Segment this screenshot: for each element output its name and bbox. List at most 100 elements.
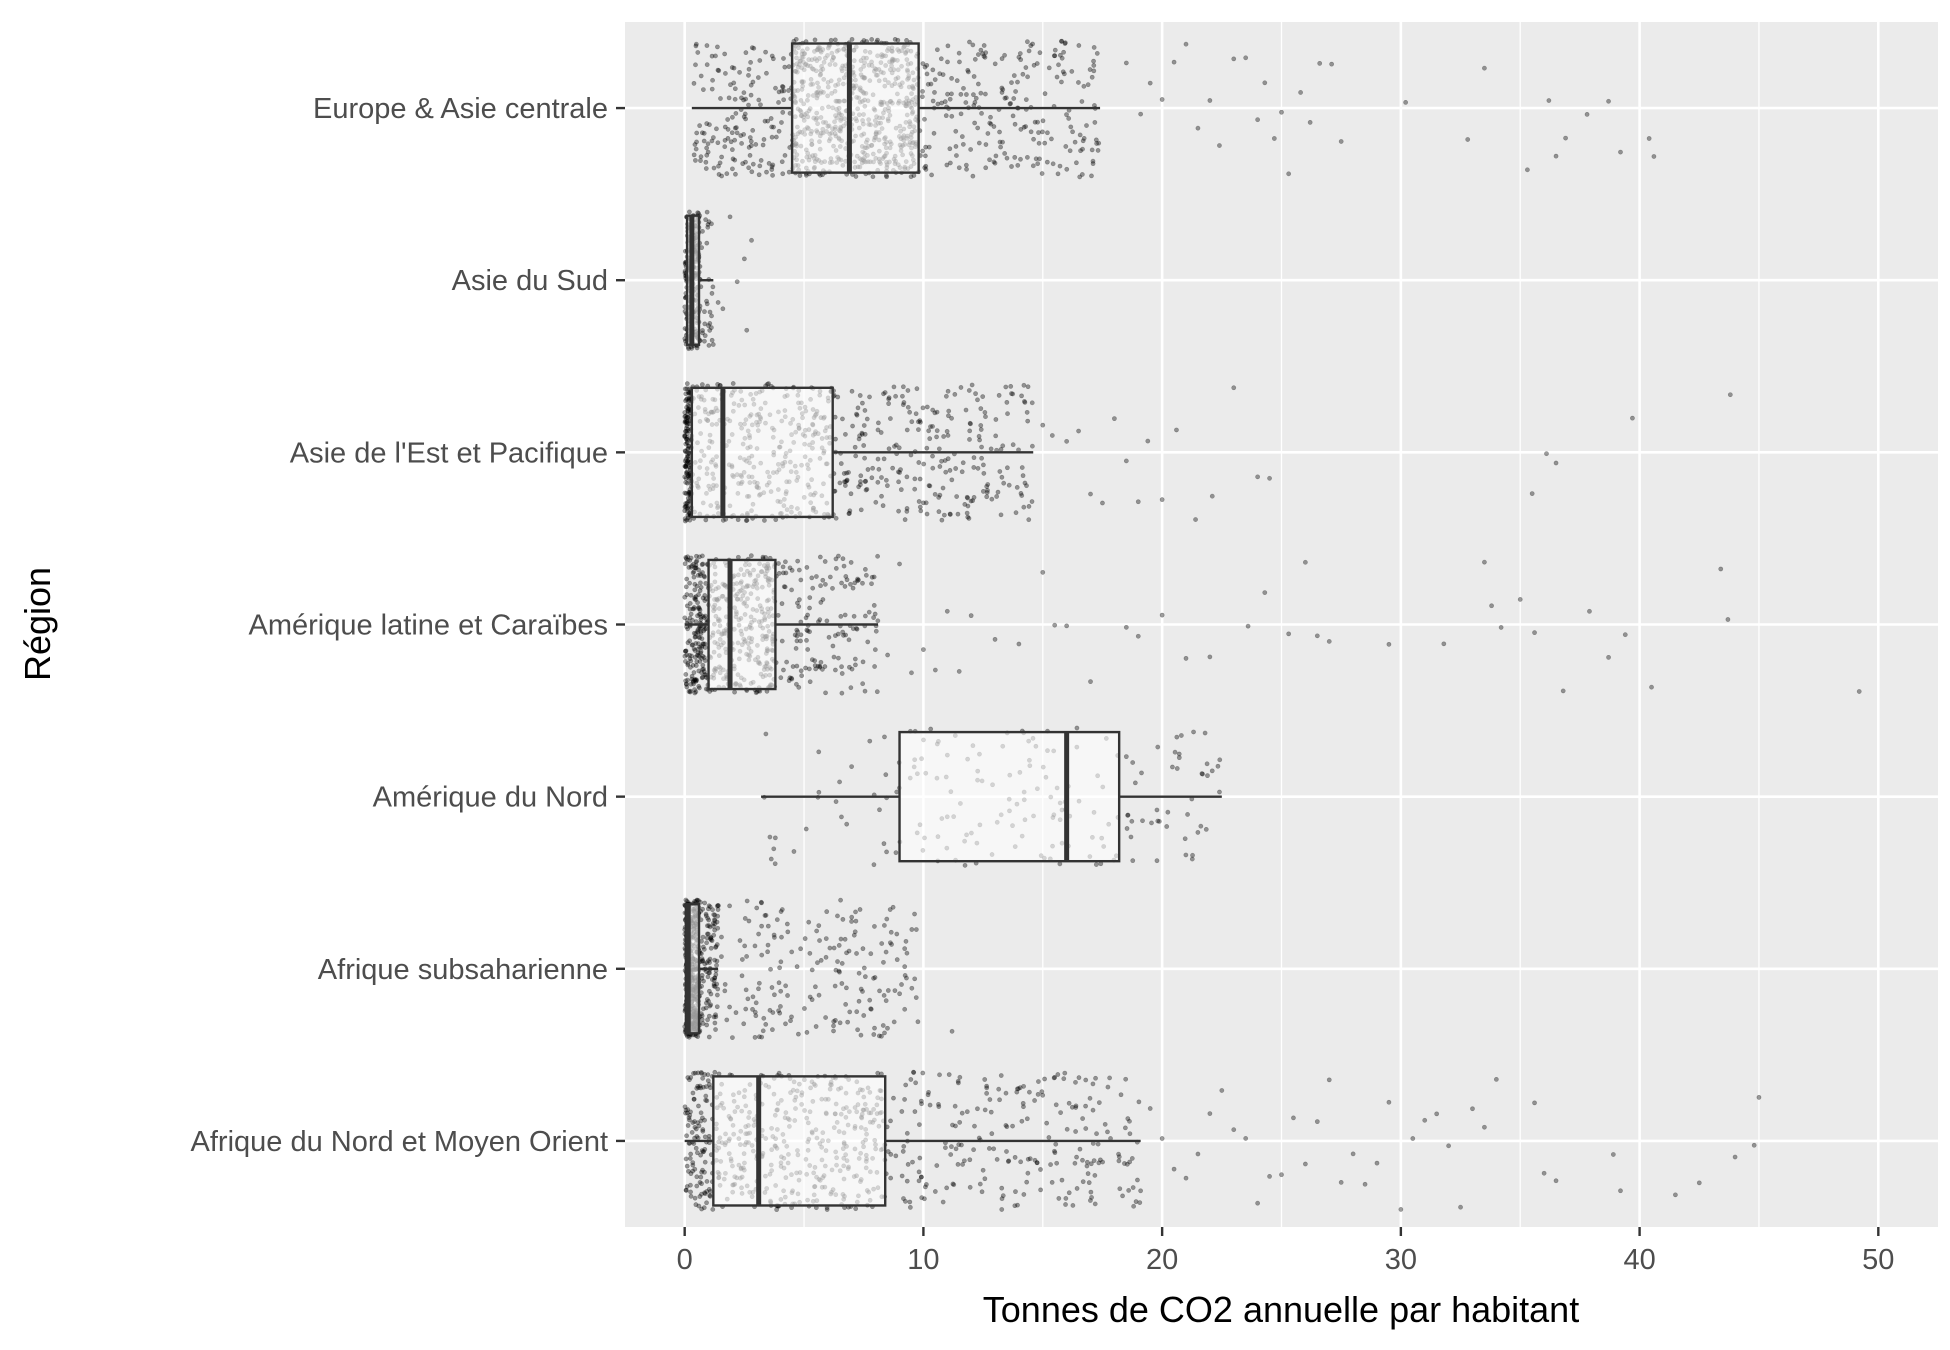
data-point [771,932,777,938]
data-point [699,1017,705,1023]
data-point [747,135,753,140]
data-point [902,973,908,978]
data-point [987,120,993,126]
data-point [905,404,911,410]
data-point [757,58,763,63]
data-point [1052,53,1058,59]
data-point [694,583,700,589]
data-point [1651,154,1657,159]
data-point [1000,87,1006,92]
data-point [1374,1160,1380,1166]
data-point [850,423,855,429]
data-point [904,506,910,511]
data-point [1053,1141,1059,1147]
data-point [975,125,981,131]
data-point [780,84,786,90]
data-point [1097,1157,1103,1163]
data-point [703,1005,709,1011]
data-point [1116,1154,1122,1160]
data-point [706,1013,712,1019]
data-point [1006,482,1012,488]
data-point [1204,761,1210,767]
data-point [682,504,688,510]
data-point [781,88,787,94]
data-point [702,1146,708,1152]
data-point [871,602,877,608]
data-point [710,135,716,140]
data-point [703,1093,709,1099]
data-point [744,517,750,523]
data-point [1049,433,1055,438]
data-point [1123,754,1129,760]
data-point [759,1034,765,1040]
data-point [1154,858,1160,864]
data-point [695,650,701,656]
data-point [1010,1123,1015,1129]
data-point [684,461,690,467]
data-point [757,163,763,169]
data-point [1155,818,1161,824]
data-point [707,960,712,965]
data-point [918,419,923,425]
data-point [731,65,737,71]
data-point [704,935,710,941]
data-point [1091,45,1097,50]
data-point [686,689,692,694]
data-point [688,658,694,664]
data-point [776,128,782,134]
data-point [705,149,711,155]
data-point [691,569,697,575]
data-point [987,157,992,163]
data-point [1482,559,1487,565]
data-point [685,504,691,509]
data-point [916,419,921,425]
data-point [919,1195,925,1201]
data-point [684,576,690,582]
data-point [807,679,813,685]
data-point [1172,749,1178,755]
data-point [1127,1131,1133,1137]
data-point [763,49,768,55]
data-point [862,688,868,694]
data-point [1064,438,1070,444]
data-point [1122,1161,1127,1166]
data-point [1008,383,1014,389]
data-point [685,554,691,560]
data-point [729,130,735,136]
data-point [1010,391,1016,397]
data-point [1088,1189,1094,1195]
data-point [748,82,754,88]
data-point [835,655,841,661]
data-point [925,81,931,87]
data-point [867,997,873,1003]
data-point [916,1169,922,1175]
data-point [838,936,844,942]
data-point [1059,1177,1065,1183]
data-point [700,1084,706,1090]
data-point [740,161,746,167]
data-point [997,129,1002,135]
data-point [715,140,721,146]
data-point [683,1110,688,1116]
data-point [893,1153,899,1159]
data-point [695,1120,700,1126]
data-point [707,956,713,962]
data-point [866,609,872,615]
data-point [739,95,744,101]
data-point [1087,67,1093,72]
data-point [1326,639,1332,644]
data-point [704,209,710,215]
data-point [691,605,697,610]
data-point [1386,1099,1392,1105]
data-point [689,676,695,682]
data-point [844,478,850,484]
data-point [730,156,736,162]
data-point [997,139,1003,145]
data-point [684,681,689,687]
data-point [683,1156,689,1162]
data-point [1091,58,1096,64]
data-point [937,492,943,498]
data-point [953,128,959,134]
data-point [1018,57,1024,63]
